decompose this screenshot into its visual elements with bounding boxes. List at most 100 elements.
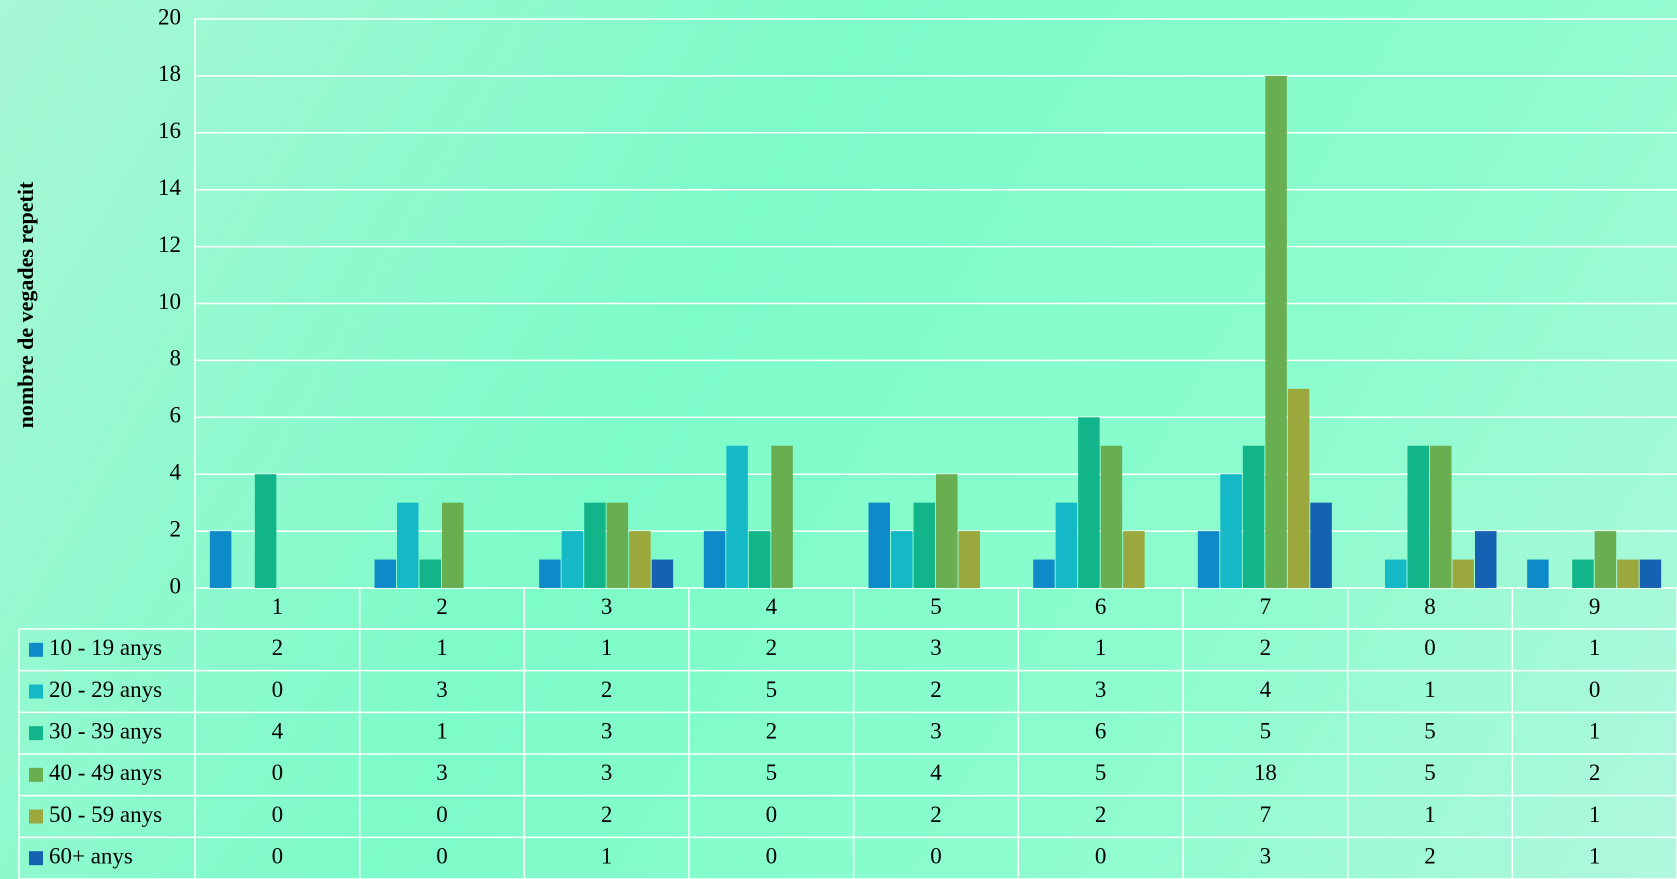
table-cell: 3: [1260, 843, 1272, 868]
table-cell: 2: [1424, 843, 1436, 868]
bar: [419, 559, 441, 588]
table-cell: 6: [1095, 718, 1107, 743]
bar: [651, 559, 674, 588]
table-cell: 1: [1589, 635, 1601, 660]
x-tick-label: 4: [766, 594, 778, 619]
table-cell: 0: [1424, 635, 1436, 660]
x-tick-label: 2: [436, 594, 448, 619]
table-cell: 0: [272, 843, 284, 868]
y-tick-label: 6: [170, 403, 182, 428]
x-tick-label: 9: [1589, 594, 1601, 619]
table-cell: 2: [272, 635, 284, 660]
table-cell: 0: [766, 843, 778, 868]
bar: [1123, 531, 1145, 588]
legend-swatch: [29, 684, 43, 699]
y-tick-label: 2: [170, 516, 182, 541]
bar: [913, 502, 935, 588]
bar: [1287, 388, 1310, 588]
y-tick-label: 20: [158, 4, 181, 29]
table-cell: 1: [436, 635, 448, 660]
table-cell: 3: [436, 677, 448, 702]
bar: [584, 502, 606, 588]
table-cell: 5: [766, 677, 778, 702]
bar: [254, 474, 277, 588]
table-cell: 1: [601, 843, 613, 868]
bar: [1475, 531, 1497, 588]
table-cell: 2: [766, 718, 778, 743]
bar: [539, 559, 561, 588]
table-cell: 0: [1095, 843, 1107, 868]
table-cell: 0: [436, 843, 448, 868]
table-cell: 0: [436, 802, 448, 827]
table-cell: 5: [1260, 718, 1272, 743]
bar: [397, 502, 419, 588]
bar: [1197, 531, 1220, 588]
bar: [726, 445, 748, 588]
y-tick-label: 16: [158, 118, 181, 143]
table-cell: 7: [1260, 802, 1272, 827]
y-tick-label: 0: [170, 573, 182, 598]
bar: [629, 531, 651, 588]
table-cell: 4: [930, 760, 942, 785]
table-cell: 3: [930, 718, 942, 743]
table-cell: 2: [1095, 802, 1107, 827]
legend-swatch: [29, 809, 43, 824]
table-cell: 4: [272, 718, 284, 743]
table-cell: 0: [272, 677, 284, 702]
bar: [1527, 559, 1549, 588]
bar: [1594, 531, 1617, 588]
legend-swatch: [29, 726, 43, 741]
table-cell: 5: [766, 760, 778, 785]
table-cell: 0: [1589, 677, 1601, 702]
bar: [1078, 417, 1100, 588]
table-cell: 2: [1589, 760, 1601, 785]
bar: [1242, 445, 1265, 588]
table-cell: 5: [1424, 760, 1436, 785]
x-tick-label: 8: [1424, 594, 1436, 619]
bar: [561, 531, 584, 588]
bar: [374, 559, 396, 588]
y-tick-label: 10: [158, 289, 181, 314]
legend-label: 20 - 29 anys: [49, 677, 162, 702]
bar: [1407, 445, 1429, 588]
bar: [771, 445, 793, 588]
bar: [936, 474, 958, 588]
bar: [1265, 75, 1287, 588]
y-tick-label: 8: [170, 346, 182, 371]
legend-swatch: [29, 767, 43, 782]
table-cell: 1: [1589, 718, 1601, 743]
table-cell: 0: [272, 802, 284, 827]
table-cell: 2: [930, 677, 942, 702]
x-tick-label: 3: [601, 594, 613, 619]
bar: [209, 531, 232, 588]
legend-swatch: [29, 642, 43, 657]
table-cell: 3: [930, 635, 942, 660]
table-cell: 2: [601, 677, 613, 702]
legend-swatch: [29, 851, 43, 866]
x-tick-label: 5: [930, 594, 942, 619]
legend-label: 10 - 19 anys: [49, 635, 162, 660]
table-cell: 1: [1424, 677, 1436, 702]
bar: [442, 502, 464, 588]
table-cell: 2: [1260, 635, 1272, 660]
bar: [1430, 445, 1452, 588]
y-tick-label: 14: [158, 175, 182, 200]
legend-label: 40 - 49 anys: [49, 760, 162, 785]
y-axis-label: nombre de vegades repetit: [13, 181, 38, 428]
bar: [1572, 559, 1594, 588]
bar: [958, 531, 980, 588]
bar: [748, 531, 771, 588]
table-cell: 5: [1095, 760, 1107, 785]
bar: [1100, 445, 1123, 588]
bar: [1639, 559, 1662, 588]
table-cell: 1: [601, 635, 613, 660]
table-cell: 1: [1589, 802, 1601, 827]
legend-label: 60+ anys: [49, 843, 133, 868]
table-cell: 0: [272, 760, 284, 785]
bar: [891, 531, 913, 588]
bar: [868, 502, 890, 588]
table-cell: 1: [436, 718, 448, 743]
x-tick-label: 6: [1095, 594, 1107, 619]
bar: [1220, 474, 1242, 588]
